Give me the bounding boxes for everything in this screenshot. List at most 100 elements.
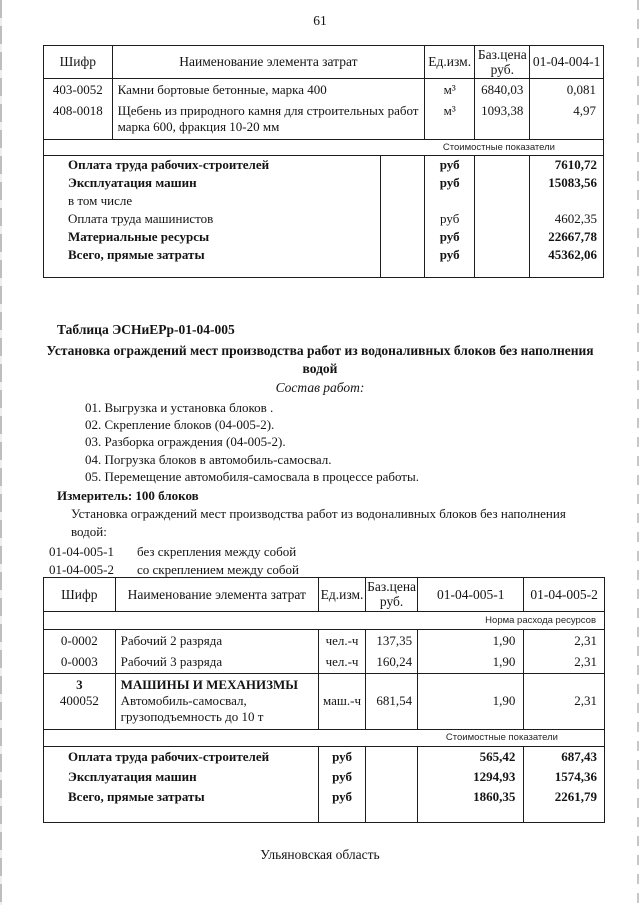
variant-row: 01-04-005-1 без скрепления между собой: [49, 543, 640, 561]
table-row: 3 МАШИНЫ И МЕХАНИЗМЫ: [44, 673, 604, 693]
variant-list: 01-04-005-1 без скрепления между собой 01…: [49, 543, 640, 579]
header-norm-col: 01-04-004-1: [529, 46, 603, 79]
spacer-row: [44, 263, 603, 277]
cost-unit: руб: [424, 245, 476, 264]
cost-row: Оплата труда рабочих-строителей руб 565,…: [44, 746, 604, 767]
cell-value-1: 1,90: [417, 651, 525, 674]
cell-unit: маш.-ч: [318, 693, 367, 730]
cost-section-header: Стоимостные показатели: [44, 139, 603, 156]
cost-row: Всего, прямые затраты руб 45362,06: [44, 245, 603, 264]
cost-label: Эксплуатация машин: [44, 766, 319, 787]
table-header-row: Шифр Наименование элемента затрат Ед.изм…: [44, 578, 604, 612]
table-row: 400052 Автомобиль-самосвал, грузоподъемн…: [44, 693, 604, 730]
work-item: 05. Перемещение автомобиля-самосвала в п…: [85, 468, 419, 484]
cell-base-price: 160,24: [365, 651, 419, 674]
works-list: 01. Выгрузка и установка блоков . 02. Ск…: [85, 399, 640, 485]
cell-unit: м³: [424, 100, 476, 140]
table-row: 0-0003 Рабочий 3 разряда чел.-ч 160,24 1…: [44, 651, 604, 674]
cell-base-price: 6840,03: [474, 78, 531, 100]
cell-base-price: 681,54: [365, 693, 419, 730]
cell-base-price: 137,35: [365, 629, 419, 651]
table-header-row: Шифр Наименование элемента затрат Ед.изм…: [44, 46, 603, 79]
spacer-row: [44, 806, 604, 822]
cost-label: Оплата труда рабочих-строителей: [44, 155, 382, 174]
variant-text: со скреплением между собой: [137, 562, 299, 578]
cost-value: [530, 192, 603, 210]
cost-unit: руб: [318, 746, 367, 767]
cost-value: 45362,06: [548, 246, 597, 262]
variant-code: 01-04-005-2: [49, 562, 114, 578]
cell-value-1: 1,90: [417, 693, 525, 730]
cost-row: Оплата труда рабочих-строителей руб 7610…: [44, 155, 603, 174]
cost-table-005: Шифр Наименование элемента затрат Ед.изм…: [43, 577, 605, 823]
section-005-description: Таблица ЭСНиЕРр-01-04-005 Установка огра…: [0, 321, 640, 579]
cell-value: 0,081: [566, 81, 596, 97]
cell-value-2: 2,31: [574, 632, 597, 648]
cost-value: 22667,78: [548, 228, 597, 244]
cell-unit: чел.-ч: [318, 651, 367, 674]
norm-description: Установка ограждений мест производства р…: [71, 506, 566, 539]
cell-code: 403-0052: [44, 78, 113, 100]
cost-row: в том числе: [44, 191, 603, 210]
header-unit: Ед.изм.: [318, 578, 367, 612]
variant-code: 01-04-005-1: [49, 544, 114, 560]
cost-unit: руб: [424, 209, 476, 228]
norm-section-label: Норма расхода ресурсов: [44, 611, 604, 630]
header-name: Наименование элемента затрат: [115, 578, 319, 612]
region-footer: Ульяновская область: [260, 847, 380, 862]
cost-label: Эксплуатация машин: [44, 173, 382, 192]
cell-value-2: 2,31: [523, 651, 604, 674]
header-code: Шифр: [44, 578, 116, 612]
cost-value-2: 1574,36: [554, 768, 597, 784]
cost-row: Всего, прямые затраты руб 1860,35 2261,7…: [44, 786, 604, 807]
cost-value-1: 565,42: [417, 746, 525, 767]
cost-value-2: 2261,79: [554, 788, 597, 804]
cost-value: 4602,35: [554, 210, 597, 226]
cell-base-price: 1093,38: [474, 100, 531, 140]
cost-value-1: 1860,35: [417, 786, 525, 807]
cost-label: Всего, прямые затраты: [44, 245, 382, 264]
cost-unit: руб: [424, 173, 476, 192]
cell-code: 0-0003: [44, 651, 116, 674]
cost-unit: руб: [318, 766, 367, 787]
table-row: 0-0002 Рабочий 2 разряда чел.-ч 137,35 1…: [44, 629, 604, 651]
header-unit: Ед.изм.: [424, 46, 476, 79]
work-item: 03. Разборка ограждения (04-005-2).: [85, 434, 286, 450]
cost-value: 7610,72: [554, 156, 597, 172]
cell-unit: м³: [424, 78, 476, 100]
table-row: 408-0018 Щебень из природного камня для …: [44, 100, 603, 140]
works-composition-title: Состав работ:: [275, 380, 365, 395]
cost-unit: руб: [318, 786, 367, 807]
cost-unit: [424, 191, 476, 210]
cost-row: Оплата труда машинистов руб 4602,35: [44, 209, 603, 228]
cell-name: Рабочий 2 разряда: [115, 629, 319, 651]
cost-table-004: Шифр Наименование элемента затрат Ед.изм…: [43, 45, 604, 278]
cost-label: в том числе: [44, 191, 382, 210]
work-item: 04. Погрузка блоков в автомобиль-самосва…: [85, 451, 332, 467]
cell-code: 0-0002: [44, 629, 116, 651]
cell-value-1: 1,90: [417, 629, 525, 651]
cost-row: Материальные ресурсы руб 22667,78: [44, 227, 603, 246]
header-code: Шифр: [44, 46, 113, 79]
cost-value-2: 687,43: [561, 748, 597, 764]
section-title: Установка ограждений мест производства р…: [46, 343, 594, 376]
cost-value-1: 1294,93: [417, 766, 525, 787]
work-item: 02. Скрепление блоков (04-005-2).: [85, 417, 275, 433]
cell-name: Рабочий 3 разряда: [115, 651, 319, 674]
meter-label: Измеритель: 100 блоков: [57, 488, 199, 504]
cost-unit: руб: [424, 155, 476, 174]
norm-section-header: Норма расхода ресурсов: [44, 611, 604, 630]
cell-name: МАШИНЫ И МЕХАНИЗМЫ: [115, 673, 319, 693]
cell-unit: чел.-ч: [318, 629, 367, 651]
header-norm-col-1: 01-04-005-1: [417, 578, 525, 612]
header-base-price: Баз.цена руб.: [365, 578, 419, 612]
cell-name: Автомобиль-самосвал, грузоподъемность до…: [115, 693, 319, 730]
cost-section-label: Стоимостные показатели: [44, 139, 603, 156]
table-label: Таблица ЭСНиЕРр-01-04-005: [57, 322, 235, 337]
cost-section-label: Стоимостные показатели: [44, 729, 604, 747]
cell-code: 3: [44, 673, 116, 693]
cell-code: 408-0018: [44, 100, 113, 140]
variant-text: без скрепления между собой: [137, 544, 297, 560]
cost-section-header: Стоимостные показатели: [44, 729, 604, 747]
